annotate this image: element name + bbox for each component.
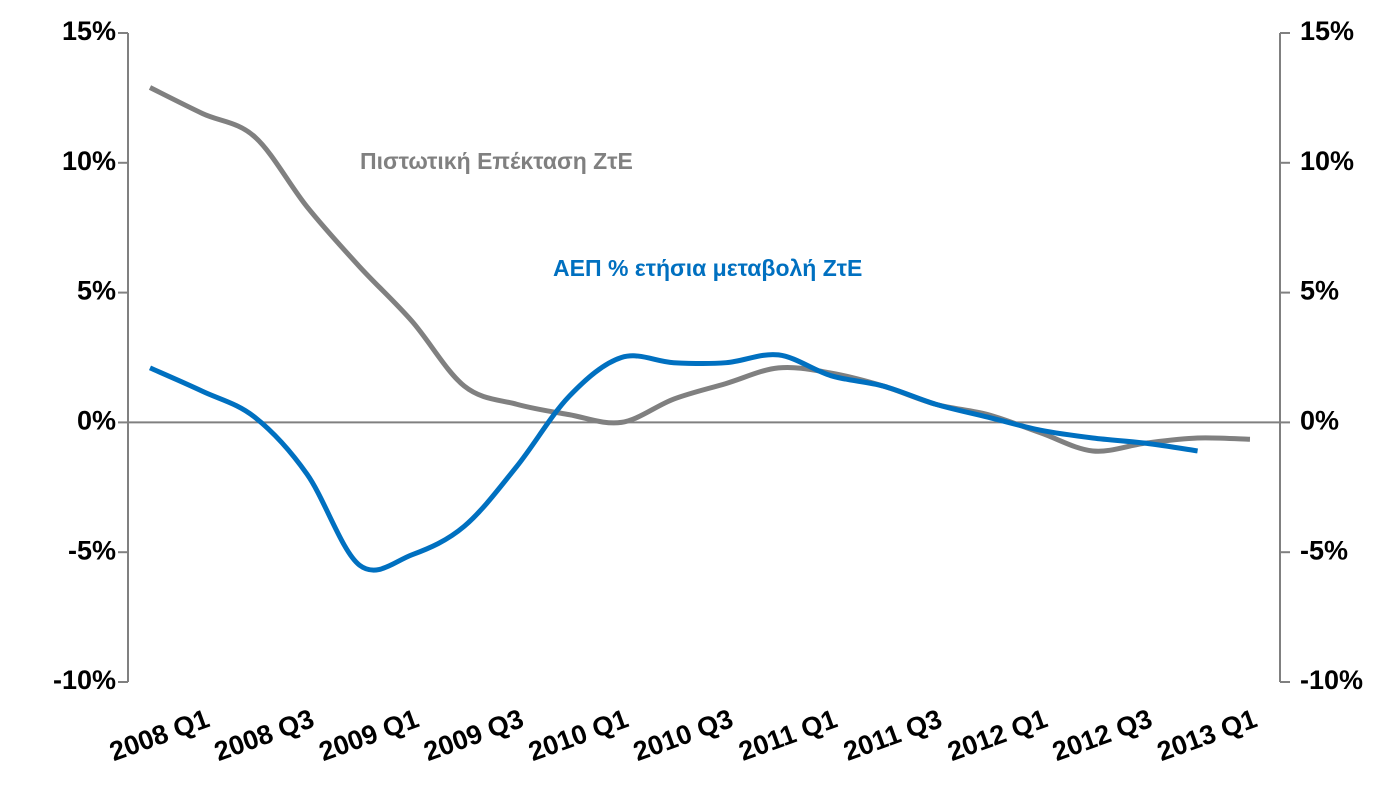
x-tick-label: 2011 Q3 xyxy=(840,704,946,767)
y-tick-label: 5% xyxy=(77,276,116,306)
x-tick-label: 2012 Q3 xyxy=(1048,703,1156,767)
y-tick-label: 10% xyxy=(62,146,116,176)
y-tick-label: -5% xyxy=(68,535,116,565)
y2-tick-label: -5% xyxy=(1300,535,1348,565)
series-line xyxy=(148,85,1251,454)
y-tick-label: -10% xyxy=(53,665,116,695)
x-tick-label: 2010 Q1 xyxy=(525,703,633,767)
y2-tick-label: 5% xyxy=(1300,276,1339,306)
y2-tick-label: -10% xyxy=(1300,665,1363,695)
x-tick-label: 2013 Q1 xyxy=(1153,703,1261,767)
y-tick-label: 0% xyxy=(77,406,116,436)
series-label: Πιστωτική Επέκταση ΖτΕ xyxy=(360,148,633,174)
x-tick-label: 2011 Q1 xyxy=(735,704,841,767)
x-tick-label: 2009 Q3 xyxy=(420,703,528,767)
y-tick-label: 15% xyxy=(62,16,116,46)
series-line xyxy=(148,352,1198,573)
x-tick-label: 2008 Q3 xyxy=(210,703,318,767)
x-tick-label: 2009 Q1 xyxy=(315,703,423,767)
x-tick-label: 2010 Q3 xyxy=(629,703,737,767)
y2-tick-label: 0% xyxy=(1300,406,1339,436)
y2-tick-label: 15% xyxy=(1300,16,1354,46)
y2-tick-label: 10% xyxy=(1300,146,1354,176)
x-tick-label: 2008 Q1 xyxy=(106,703,214,767)
x-tick-label: 2012 Q1 xyxy=(944,703,1052,767)
series-label: ΑΕΠ % ετήσια μεταβολή ΖτΕ xyxy=(553,255,862,281)
